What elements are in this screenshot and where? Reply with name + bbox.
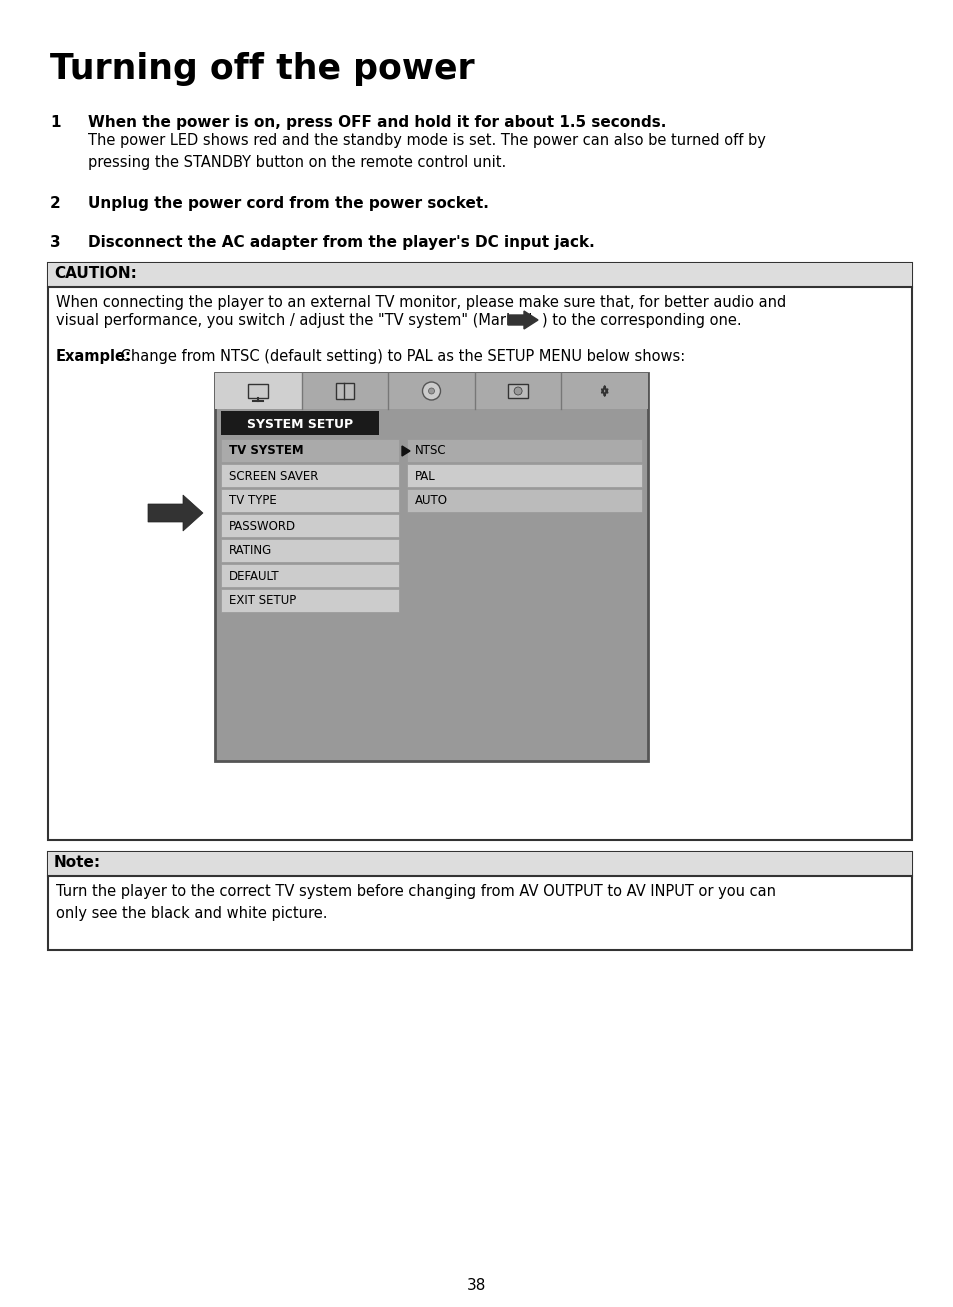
Text: Turning off the power: Turning off the power <box>50 52 475 86</box>
Bar <box>221 489 398 512</box>
Text: SCREEN SAVER: SCREEN SAVER <box>229 469 318 482</box>
Bar <box>214 372 647 409</box>
Text: DEFAULT: DEFAULT <box>229 570 279 583</box>
Bar <box>221 464 398 488</box>
Bar <box>248 384 268 399</box>
Text: visual performance, you switch / adjust the "TV system" (Marked: visual performance, you switch / adjust … <box>56 312 537 328</box>
Text: AUTO: AUTO <box>415 494 448 507</box>
Text: PASSWORD: PASSWORD <box>229 519 295 532</box>
Bar <box>407 464 641 488</box>
Text: When the power is on, press OFF and hold it for about 1.5 seconds.: When the power is on, press OFF and hold… <box>88 115 666 129</box>
Polygon shape <box>507 311 537 329</box>
Bar <box>508 384 528 399</box>
Polygon shape <box>401 446 410 456</box>
Text: When connecting the player to an external TV monitor, please make sure that, for: When connecting the player to an externa… <box>56 295 785 310</box>
Bar <box>407 489 641 512</box>
Text: Example:: Example: <box>56 349 132 365</box>
Text: Disconnect the AC adapter from the player's DC input jack.: Disconnect the AC adapter from the playe… <box>88 235 594 250</box>
Text: Unplug the power cord from the power socket.: Unplug the power cord from the power soc… <box>88 196 488 210</box>
Bar <box>335 383 354 399</box>
Bar <box>48 263 911 840</box>
Bar <box>221 565 398 587</box>
Text: CAUTION:: CAUTION: <box>54 267 136 281</box>
Text: TV SYSTEM: TV SYSTEM <box>229 444 303 457</box>
Bar <box>214 372 301 409</box>
Text: PAL: PAL <box>415 469 436 482</box>
Text: RATING: RATING <box>229 545 272 558</box>
Text: 2: 2 <box>50 196 61 210</box>
Text: The power LED shows red and the standby mode is set. The power can also be turne: The power LED shows red and the standby … <box>88 133 765 170</box>
Text: 3: 3 <box>50 235 61 250</box>
Circle shape <box>422 382 440 400</box>
Bar <box>221 439 398 461</box>
Text: 1: 1 <box>50 115 60 129</box>
Bar <box>221 589 398 612</box>
Text: NTSC: NTSC <box>415 444 446 457</box>
Bar <box>48 852 911 876</box>
Text: Note:: Note: <box>54 855 101 870</box>
Bar <box>48 852 911 950</box>
Text: SYSTEM SETUP: SYSTEM SETUP <box>247 417 353 430</box>
Text: 38: 38 <box>467 1278 486 1293</box>
Text: ) to the corresponding one.: ) to the corresponding one. <box>541 312 740 328</box>
Text: TV TYPE: TV TYPE <box>229 494 276 507</box>
Bar <box>221 514 398 537</box>
Bar <box>48 263 911 288</box>
Polygon shape <box>148 495 203 531</box>
Bar <box>221 538 398 562</box>
Text: Turn the player to the correct TV system before changing from AV OUTPUT to AV IN: Turn the player to the correct TV system… <box>56 884 775 920</box>
Circle shape <box>428 388 434 393</box>
Text: Change from NTSC (default setting) to PAL as the SETUP MENU below shows:: Change from NTSC (default setting) to PA… <box>116 349 684 365</box>
Bar <box>214 372 647 761</box>
Bar <box>407 439 641 461</box>
Text: EXIT SETUP: EXIT SETUP <box>229 595 296 608</box>
Bar <box>221 410 378 435</box>
Circle shape <box>514 387 521 395</box>
